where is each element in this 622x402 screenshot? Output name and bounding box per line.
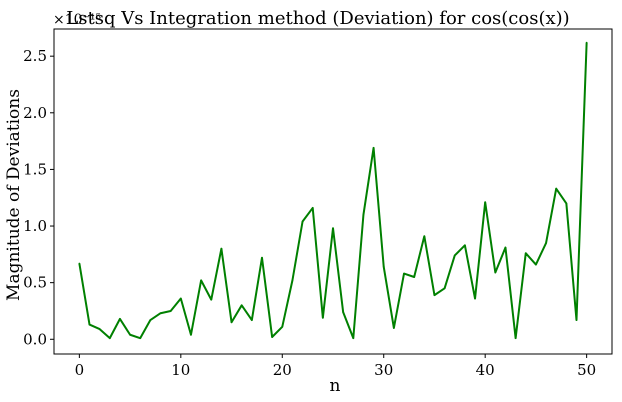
data-point — [251, 319, 253, 321]
x-tick-label: 30 — [374, 361, 393, 379]
data-point — [484, 201, 486, 204]
y-tick-label: 2.0 — [23, 104, 47, 122]
data-point — [565, 202, 568, 205]
x-tick-label: 10 — [171, 361, 190, 379]
data-point — [311, 207, 314, 209]
data-point — [210, 298, 213, 301]
x-tick-label: 0 — [75, 361, 85, 379]
data-point — [555, 187, 557, 190]
data-point — [403, 272, 405, 275]
data-point — [433, 294, 436, 296]
data-point — [190, 333, 192, 336]
x-tick-label: 50 — [577, 361, 596, 379]
x-axis-title: n — [330, 376, 341, 396]
data-point — [291, 279, 294, 282]
data-point — [200, 279, 202, 282]
data-point — [220, 247, 223, 250]
data-point — [535, 263, 537, 266]
data-point — [393, 327, 395, 329]
data-point — [575, 319, 578, 321]
data-point — [382, 266, 385, 268]
x-tick-label: 20 — [273, 361, 292, 379]
data-point — [332, 227, 334, 230]
data-point — [322, 316, 324, 319]
data-point — [78, 262, 81, 265]
y-tick-label: 2.5 — [23, 47, 47, 65]
data-point — [240, 304, 243, 307]
plot-frame — [53, 28, 613, 355]
series-layer — [78, 41, 588, 340]
data-point — [545, 242, 547, 244]
data-point — [413, 276, 415, 278]
x-tick-label: 40 — [476, 361, 495, 379]
data-point — [352, 337, 355, 339]
y-scale-multiplier: ×10⁻¹⁵ — [53, 12, 102, 28]
y-tick-label: 1.5 — [23, 160, 47, 178]
data-point — [474, 297, 476, 300]
series-line — [78, 42, 588, 340]
data-point — [423, 235, 426, 238]
data-point — [453, 254, 456, 257]
chart-title: Lstsq Vs Integration method (Deviation) … — [66, 8, 569, 29]
data-point — [149, 319, 152, 321]
y-tick-label: 0.5 — [23, 274, 47, 292]
data-point — [301, 220, 304, 223]
data-point — [98, 328, 101, 330]
data-point — [443, 287, 446, 290]
data-point — [342, 311, 344, 313]
data-point — [271, 336, 273, 338]
y-axis-ticks: 0.0 0.5 1.0 1.5 2.0 2.5 — [23, 47, 54, 348]
y-tick-label: 1.0 — [23, 217, 47, 235]
data-point — [180, 297, 182, 300]
data-point — [119, 318, 121, 320]
data-point — [464, 244, 466, 247]
y-tick-label: 0.0 — [23, 330, 47, 348]
data-point — [372, 147, 375, 149]
data-point — [88, 323, 91, 326]
data-point — [139, 337, 142, 339]
data-point — [494, 271, 497, 274]
data-point — [585, 41, 588, 44]
data-point — [109, 337, 111, 339]
data-point — [159, 312, 162, 315]
data-point — [504, 246, 507, 249]
data-point — [230, 321, 233, 324]
data-point — [514, 337, 517, 339]
data-point — [261, 256, 263, 259]
data-point — [524, 252, 527, 255]
data-point — [362, 213, 365, 216]
x-axis-ticks: 0 10 20 30 40 50 — [75, 354, 596, 379]
y-axis-title: Magnitude of Deviations — [4, 89, 24, 301]
data-point — [281, 326, 284, 328]
data-point — [169, 310, 172, 312]
data-point — [129, 333, 131, 336]
